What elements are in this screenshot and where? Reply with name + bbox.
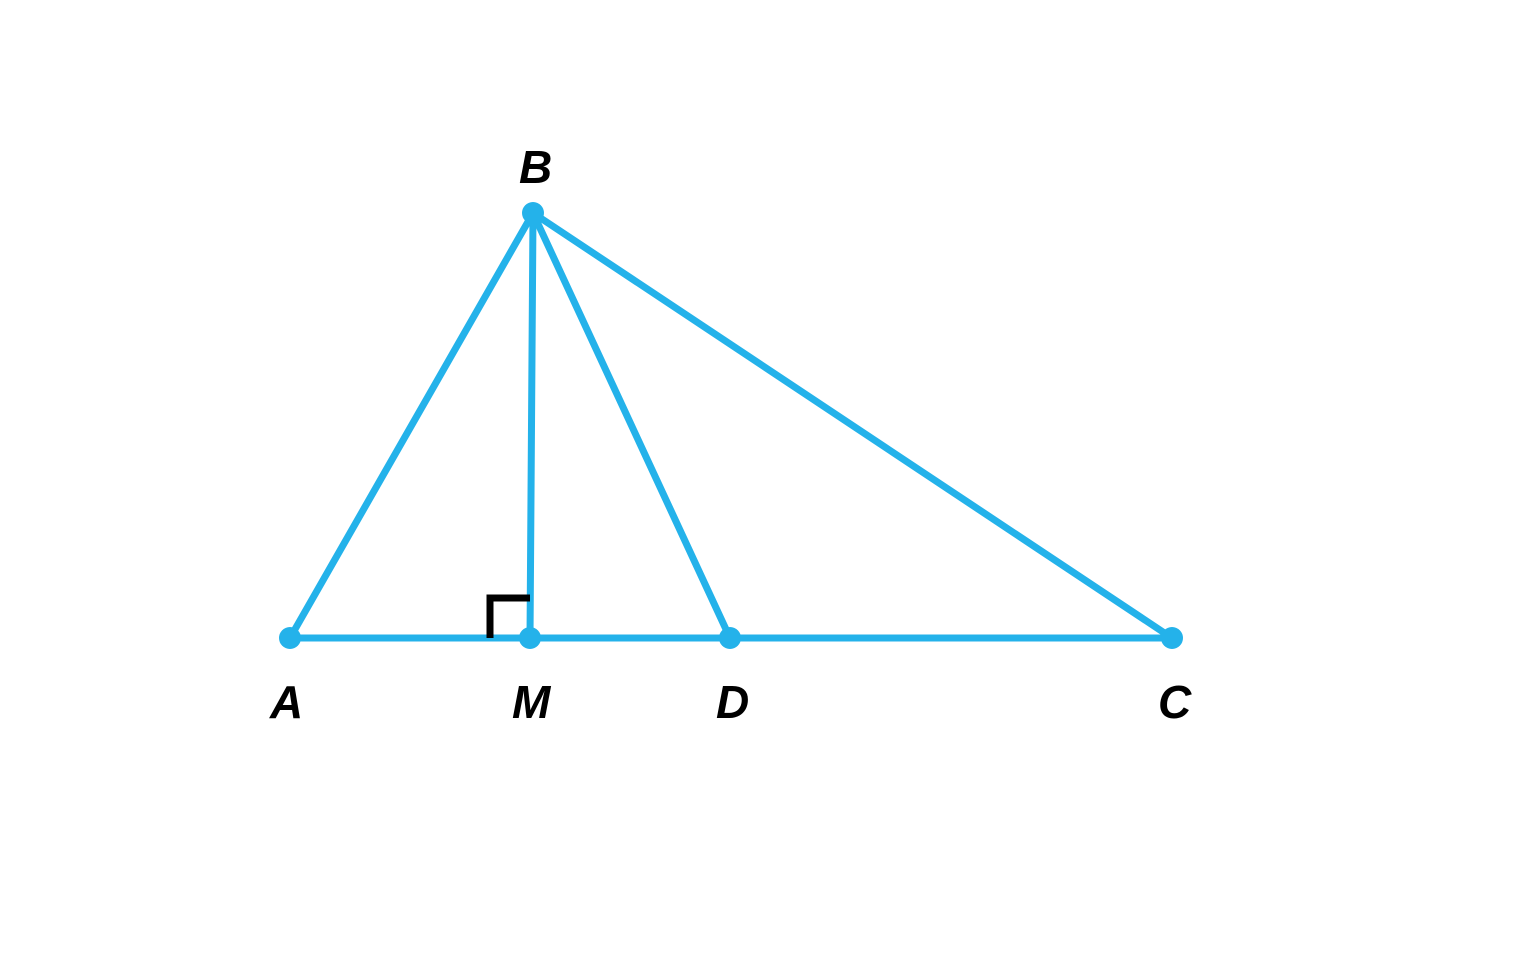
segment-BM	[530, 213, 533, 638]
point-A	[279, 627, 301, 649]
point-C	[1161, 627, 1183, 649]
segments	[290, 213, 1172, 638]
label-A: A	[269, 676, 303, 728]
label-B: B	[519, 141, 552, 193]
label-C: C	[1158, 676, 1192, 728]
point-B	[522, 202, 544, 224]
label-M: M	[512, 676, 552, 728]
geometry-diagram: A M D C B	[0, 0, 1536, 954]
point-D	[719, 627, 741, 649]
label-D: D	[716, 676, 749, 728]
segment-AB	[290, 213, 533, 638]
point-M	[519, 627, 541, 649]
